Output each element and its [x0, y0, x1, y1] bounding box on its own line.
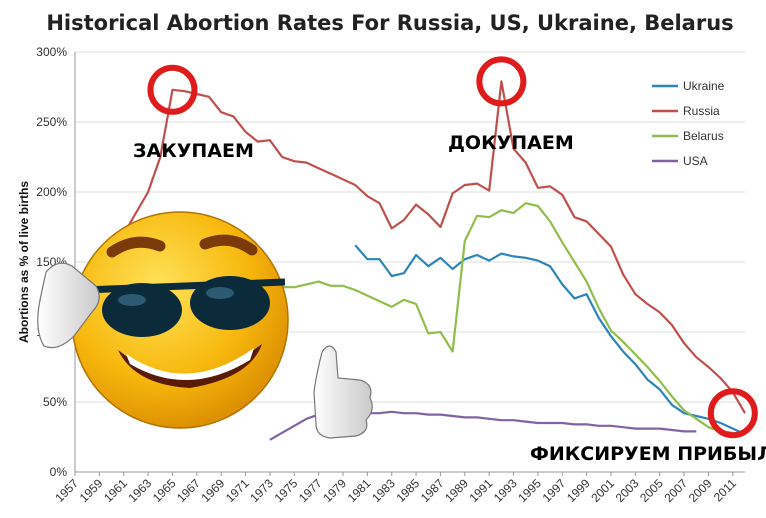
series-line-belarus: [233, 202, 746, 436]
x-tick-label: 1995: [515, 476, 544, 505]
highlight-circles: [147, 56, 758, 439]
annotation-profit: ФИКСИРУЕМ ПРИБЫЛЬ: [530, 443, 766, 465]
hand-icon: [37, 262, 100, 349]
y-axis-label: Abortions as % of live births: [17, 181, 31, 343]
x-tick-label: 1967: [174, 476, 203, 505]
x-tick-labels: 1957195919611963196519671969197119731975…: [52, 472, 739, 505]
x-tick-label: 1981: [345, 476, 374, 505]
y-tick-label: 0%: [50, 465, 68, 479]
legend-label: Ukraine: [683, 79, 725, 93]
series-line-russia: [74, 80, 746, 414]
chart-title: Historical Abortion Rates For Russia, US…: [46, 11, 733, 35]
y-tick-label: 250%: [36, 115, 67, 129]
x-tick-label: 2007: [661, 476, 690, 505]
series-line-ukraine: [354, 244, 746, 436]
highlight-circle: [147, 64, 198, 115]
x-tick-label: 1997: [540, 476, 569, 505]
y-tick-label: 300%: [36, 45, 67, 59]
y-tick-label: 50%: [43, 395, 67, 409]
smile-mouth: [118, 344, 262, 388]
sunglasses-smiley-icon: [37, 211, 373, 439]
x-tick-label: 1975: [272, 476, 301, 505]
x-tick-label: 1965: [150, 476, 179, 505]
sunglasses-icon: [83, 276, 286, 337]
legend-label: Russia: [683, 104, 720, 118]
x-tick-label: 1983: [369, 476, 398, 505]
x-tick-label: 2009: [686, 476, 715, 505]
series-lines: [74, 80, 746, 441]
x-tick-label: 2005: [637, 476, 666, 505]
x-tick-label: 1999: [564, 476, 593, 505]
highlight-circle: [707, 388, 758, 439]
x-tick-label: 1977: [296, 476, 325, 505]
x-tick-label: 1963: [125, 476, 154, 505]
highlight-circle: [476, 56, 527, 107]
annotation-buy-2: ДОКУПАЕМ: [448, 132, 574, 154]
x-tick-label: 1957: [52, 476, 81, 505]
x-tick-label: 1987: [418, 476, 447, 505]
annotation-buy-1: ЗАКУПАЕМ: [133, 140, 254, 162]
x-tick-label: 1991: [467, 476, 496, 505]
y-tick-labels: 0%50%100%150%200%250%300%: [36, 45, 67, 479]
y-tick-label: 200%: [36, 185, 67, 199]
x-tick-label: 1973: [247, 476, 276, 505]
x-tick-label: 1971: [223, 476, 252, 505]
x-tick-label: 1961: [101, 476, 130, 505]
legend-label: USA: [683, 154, 708, 168]
x-tick-label: 1979: [320, 476, 349, 505]
x-tick-label: 1985: [393, 476, 422, 505]
x-tick-label: 1959: [77, 476, 106, 505]
right-eyebrow: [199, 234, 258, 256]
x-tick-label: 1989: [442, 476, 471, 505]
axes: [74, 52, 745, 473]
legend-label: Belarus: [683, 129, 724, 143]
legend: Ukraine Russia Belarus USA: [652, 79, 725, 168]
x-tick-label: 2001: [588, 476, 617, 505]
smile-teeth: [126, 348, 254, 381]
left-eyebrow: [106, 236, 166, 258]
x-tick-label: 2011: [711, 476, 739, 504]
thumbs-up-icon: [313, 345, 373, 439]
x-tick-label: 1969: [199, 476, 228, 505]
x-tick-label: 2003: [613, 476, 642, 505]
x-tick-label: 1993: [491, 476, 520, 505]
